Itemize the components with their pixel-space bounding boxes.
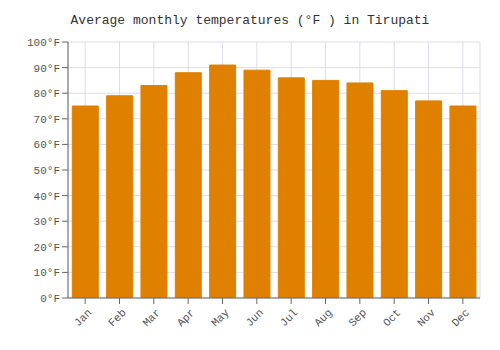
svg-text:Jun: Jun [244,307,266,329]
svg-text:Jan: Jan [72,307,94,329]
svg-text:Jul: Jul [278,307,300,329]
svg-text:Feb: Feb [106,307,128,329]
svg-text:70°F: 70°F [34,114,60,126]
svg-text:Aug: Aug [312,307,334,329]
svg-text:0°F: 0°F [40,293,60,305]
svg-text:20°F: 20°F [34,242,60,254]
svg-text:Mar: Mar [141,307,163,329]
svg-text:40°F: 40°F [34,191,60,203]
svg-text:80°F: 80°F [34,88,60,100]
svg-text:May: May [209,306,232,329]
svg-text:10°F: 10°F [34,267,60,279]
svg-text:100°F: 100°F [27,37,60,49]
svg-text:Oct: Oct [381,307,403,329]
svg-text:50°F: 50°F [34,165,60,177]
svg-text:Nov: Nov [415,306,438,329]
svg-text:Apr: Apr [175,307,197,329]
svg-text:60°F: 60°F [34,139,60,151]
svg-text:Dec: Dec [450,307,472,329]
html-text:Average monthly temperatures (: Average monthly temperatures (°F ) in Ti… [70,13,430,28]
svg-text:90°F: 90°F [34,63,60,75]
svg-text:Sep: Sep [347,307,369,329]
svg-text:30°F: 30°F [34,216,60,228]
